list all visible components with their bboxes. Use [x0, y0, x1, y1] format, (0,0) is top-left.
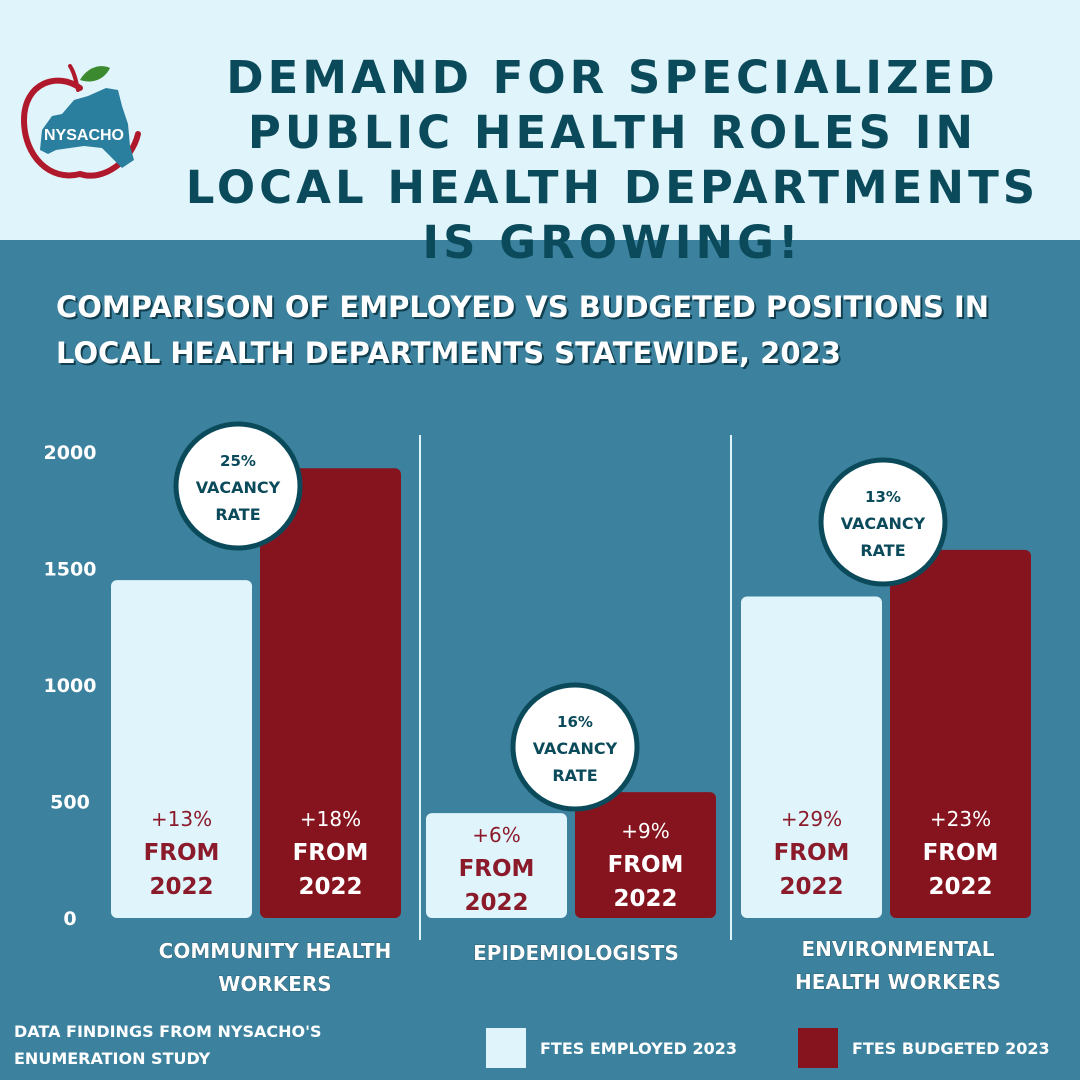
category-label: ENVIRONMENTAL: [801, 937, 994, 961]
ny-state-shape: [40, 88, 134, 168]
vacancy-rate-label: VACANCY: [841, 514, 926, 533]
bar-employed: [741, 596, 882, 918]
legend-item-budgeted: FTEs Budgeted 2023: [798, 1028, 1050, 1068]
apple-outline: [20, 77, 141, 179]
change-label-budgeted: +18%: [300, 807, 361, 831]
vacancy-badge: [510, 682, 640, 812]
vacancy-rate-label: RATE: [552, 766, 597, 785]
apple-stem: [68, 64, 80, 92]
page-title: Demand for specialized public health rol…: [185, 51, 1040, 269]
change-label-budgeted: 2022: [613, 886, 677, 912]
apple-leaf: [80, 66, 110, 82]
change-label-budgeted: FROM: [923, 840, 999, 866]
change-label-employed: FROM: [459, 856, 535, 882]
logo-text: NYSACHO: [44, 127, 124, 144]
vacancy-rate-label: RATE: [215, 505, 260, 524]
change-label-budgeted: 2022: [298, 874, 362, 900]
source-note: Data findings from NYSACHO's Enumeration…: [14, 1022, 322, 1068]
bar-employed: [426, 813, 567, 918]
vacancy-rate-label: 16%: [557, 713, 593, 731]
legend-swatch-employed: [486, 1028, 526, 1068]
vacancy-rate-label: 13%: [865, 488, 901, 506]
change-label-employed: 2022: [779, 874, 843, 900]
legend-label-employed: FTEs Employed 2023: [540, 1038, 737, 1058]
change-label-budgeted: +9%: [621, 819, 670, 843]
vacancy-rate-label: VACANCY: [533, 739, 618, 758]
bar-budgeted: [260, 468, 401, 918]
change-label-budgeted: +23%: [930, 807, 991, 831]
change-label-employed: +13%: [151, 807, 212, 831]
change-label-employed: FROM: [144, 840, 220, 866]
vacancy-rate-label: VACANCY: [196, 478, 281, 497]
nysacho-logo: NYSACHO: [20, 64, 141, 179]
change-label-budgeted: FROM: [293, 840, 369, 866]
y-tick-label: 2000: [44, 442, 97, 464]
header-banner: NYSACHO Demand for specialized public he…: [0, 0, 1080, 269]
bar-employed: [111, 580, 252, 918]
y-tick-label: 1000: [44, 675, 97, 697]
vacancy-badge: [818, 457, 948, 587]
vacancy-badge: [173, 421, 303, 551]
bar-budgeted: [890, 549, 1031, 918]
y-tick-label: 500: [50, 792, 90, 814]
vacancy-rate-label: 25%: [220, 452, 256, 470]
category-label: COMMUNITY HEALTH: [159, 939, 392, 963]
bar-budgeted: [575, 792, 716, 918]
change-label-budgeted: 2022: [928, 874, 992, 900]
y-tick-label: 1500: [44, 559, 97, 581]
legend-swatch-budgeted: [798, 1028, 838, 1068]
change-label-employed: 2022: [464, 890, 528, 916]
vacancy-rate-label: RATE: [860, 541, 905, 560]
legend-item-employed: FTEs Employed 2023: [486, 1028, 737, 1068]
change-label-employed: +6%: [472, 823, 521, 847]
category-label: WORKERS: [218, 972, 331, 996]
change-label-budgeted: FROM: [608, 852, 684, 878]
category-label: HEALTH WORKERS: [795, 970, 1001, 994]
change-label-employed: FROM: [774, 840, 850, 866]
change-label-employed: 2022: [149, 874, 213, 900]
chart-title: Comparison of employed vs budgeted posit…: [56, 290, 990, 370]
y-tick-label: 0: [63, 908, 76, 930]
category-label: EPIDEMIOLOGISTS: [473, 941, 679, 965]
change-label-employed: +29%: [781, 807, 842, 831]
legend-label-budgeted: FTEs Budgeted 2023: [852, 1038, 1050, 1058]
